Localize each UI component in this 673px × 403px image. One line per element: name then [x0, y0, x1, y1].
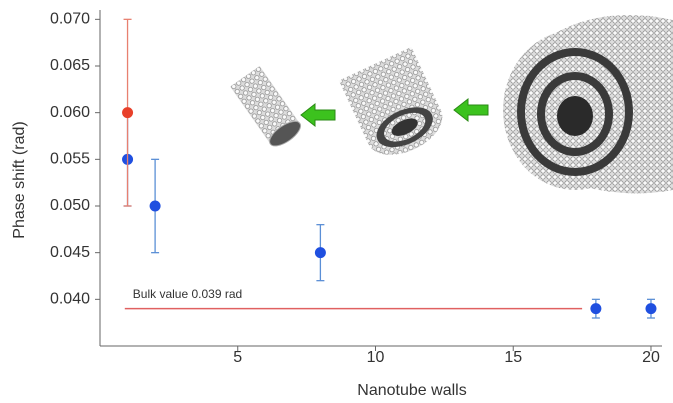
y-tick-label: 0.060 [50, 104, 90, 121]
x-tick-label: 5 [233, 349, 242, 366]
x-axis-label: Nanotube walls [357, 382, 466, 399]
point [590, 303, 601, 314]
chart: Nanotube walls Phase shift (rad) 0.040 0.… [0, 0, 673, 403]
point [645, 303, 656, 314]
y-tick-label: 0.050 [50, 197, 90, 214]
y-tick-label: 0.045 [50, 244, 90, 261]
illustration [230, 15, 673, 193]
annotation: Bulk value 0.039 rad [133, 287, 242, 301]
point [315, 247, 326, 258]
point [150, 201, 161, 212]
point [122, 107, 133, 118]
y-axis-label: Phase shift (rad) [11, 121, 28, 238]
x-tick-label: 20 [642, 349, 660, 366]
x-tick-label: 10 [367, 349, 385, 366]
y-tick-label: 0.055 [50, 151, 90, 168]
y-tick-label: 0.070 [50, 11, 90, 28]
y-tick-label: 0.040 [50, 291, 90, 308]
y-tick-label: 0.065 [50, 57, 90, 74]
x-tick-label: 15 [504, 349, 522, 366]
